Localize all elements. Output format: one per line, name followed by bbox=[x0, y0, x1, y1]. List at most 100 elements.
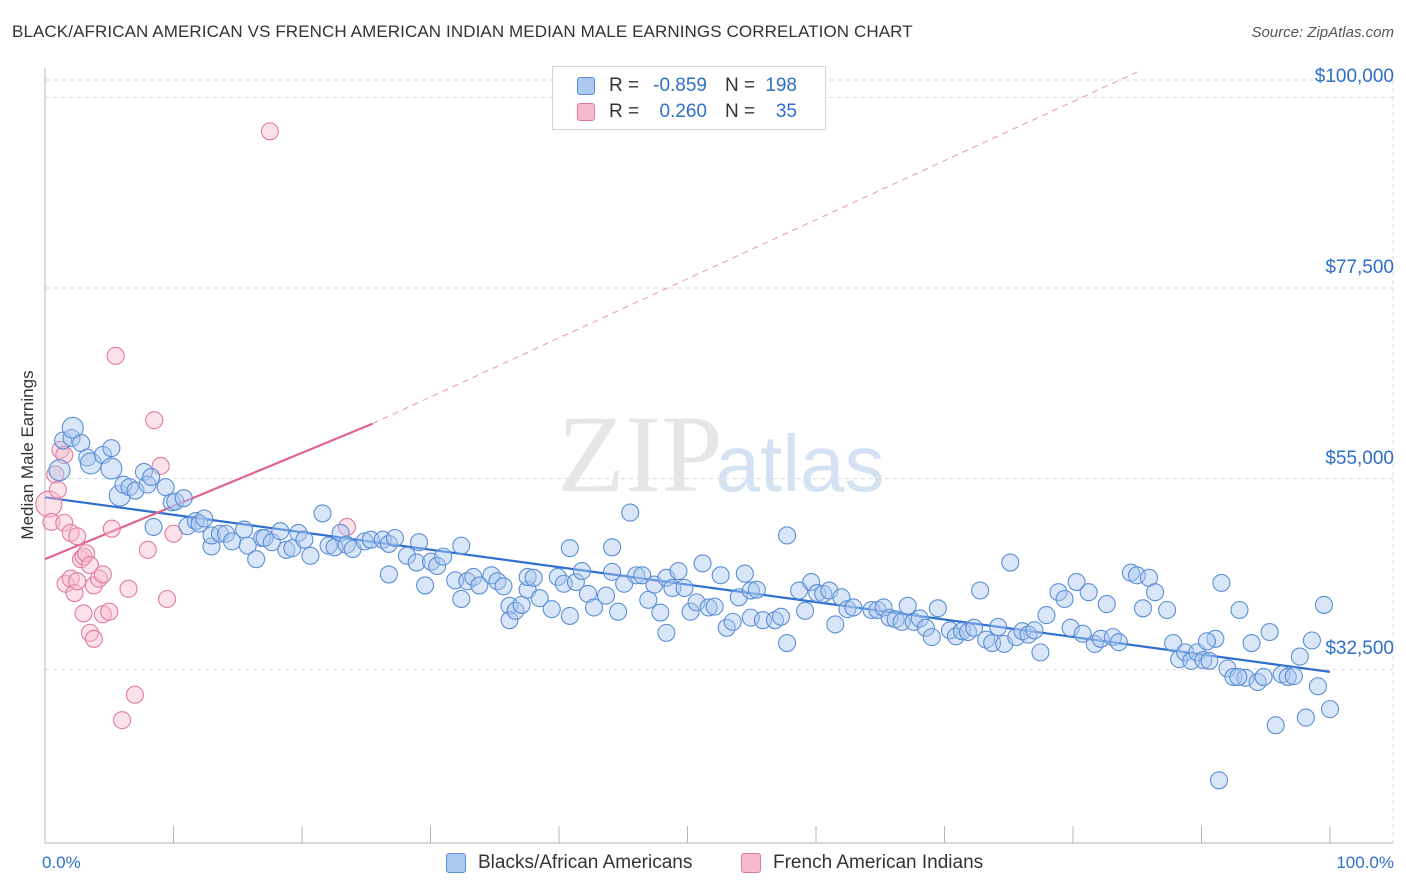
data-point-blacks bbox=[494, 577, 513, 596]
data-point-blacks bbox=[771, 607, 791, 626]
data-point-blacks bbox=[603, 562, 622, 581]
data-point-blacks bbox=[313, 504, 332, 523]
data-point-blacks bbox=[144, 517, 163, 537]
data-point-blacks bbox=[331, 523, 350, 542]
data-point-blacks bbox=[1067, 572, 1086, 592]
data-point-french bbox=[138, 540, 157, 559]
data-point-blacks bbox=[952, 622, 972, 641]
series-legend: Blacks/African Americans French American… bbox=[0, 852, 1406, 876]
data-point-blacks bbox=[524, 568, 543, 587]
data-point-blacks bbox=[1209, 771, 1229, 790]
data-point-blacks bbox=[603, 538, 622, 557]
data-point-blacks bbox=[301, 546, 320, 565]
data-point-blacks bbox=[832, 588, 851, 607]
data-point-blacks bbox=[572, 561, 591, 581]
zipatlas-watermark: ZIP atlas bbox=[558, 393, 885, 515]
legend-r-value: -0.859 bbox=[653, 75, 707, 96]
watermark-atlas: atlas bbox=[716, 419, 885, 508]
data-point-blacks bbox=[238, 536, 257, 555]
data-point-blacks bbox=[802, 572, 821, 592]
data-point-blacks bbox=[319, 536, 338, 555]
x-tick-label-min: 0.0% bbox=[42, 853, 81, 872]
data-point-french bbox=[74, 604, 93, 623]
data-point-blacks bbox=[1001, 553, 1020, 572]
data-point-blacks bbox=[407, 553, 426, 572]
data-point-blacks bbox=[1103, 628, 1122, 647]
data-point-blacks bbox=[669, 561, 688, 581]
data-point-blacks bbox=[609, 602, 628, 621]
data-point-blacks bbox=[560, 606, 579, 625]
legend-r-label: R = bbox=[609, 101, 640, 122]
data-point-blacks bbox=[100, 457, 123, 480]
data-point-french bbox=[80, 556, 100, 575]
data-point-blacks bbox=[277, 540, 296, 559]
series-legend-item-french: French American Indians bbox=[741, 852, 983, 874]
data-point-blacks bbox=[566, 572, 585, 592]
data-point-french bbox=[77, 544, 96, 563]
data-point-blacks bbox=[693, 554, 712, 573]
y-tick-label: $100,000 bbox=[1314, 66, 1394, 88]
data-point-blacks bbox=[1242, 633, 1261, 653]
data-point-blacks bbox=[518, 567, 537, 587]
x-tick-label-max: 100.0% bbox=[1336, 853, 1394, 872]
data-point-blacks bbox=[1296, 708, 1315, 727]
data-point-blacks bbox=[705, 597, 724, 616]
data-point-blacks bbox=[120, 478, 139, 497]
data-point-blacks bbox=[723, 612, 742, 631]
data-point-blacks bbox=[928, 599, 947, 618]
data-point-french bbox=[46, 465, 65, 484]
data-point-french bbox=[48, 480, 67, 499]
data-point-blacks bbox=[627, 566, 646, 585]
data-point-french bbox=[158, 589, 177, 609]
data-point-blacks bbox=[548, 567, 567, 587]
legend-r-label: R = bbox=[609, 75, 640, 96]
data-point-blacks bbox=[1164, 633, 1183, 653]
data-point-blacks bbox=[102, 439, 121, 458]
data-point-blacks bbox=[512, 595, 531, 614]
data-point-blacks bbox=[1302, 631, 1321, 650]
data-point-blacks bbox=[777, 526, 797, 545]
data-point-french bbox=[145, 411, 164, 430]
legend-row-blacks: R = -0.859 N = 198 bbox=[577, 74, 797, 98]
correlation-legend: R = -0.859 N = 198 R = 0.260 N = 35 bbox=[552, 66, 826, 130]
trend-line-blacks bbox=[44, 496, 1331, 673]
legend-r-value: 0.260 bbox=[659, 101, 707, 122]
data-point-french bbox=[102, 519, 121, 538]
data-point-blacks bbox=[385, 528, 404, 548]
data-point-blacks bbox=[397, 546, 417, 565]
data-point-blacks bbox=[1248, 672, 1267, 692]
data-point-blacks bbox=[898, 596, 917, 615]
data-point-blacks bbox=[1320, 700, 1340, 719]
data-point-blacks bbox=[1133, 599, 1153, 618]
axes bbox=[44, 68, 1393, 844]
y-tick-label: $55,000 bbox=[1325, 447, 1394, 469]
data-point-french bbox=[68, 572, 87, 591]
data-point-blacks bbox=[765, 611, 785, 630]
data-point-blacks bbox=[1200, 651, 1219, 670]
trend-line-french-extension bbox=[372, 71, 1138, 425]
data-point-blacks bbox=[681, 602, 700, 621]
data-point-blacks bbox=[1049, 583, 1068, 602]
y-tick-label: $77,500 bbox=[1325, 257, 1394, 279]
data-point-blacks bbox=[271, 522, 290, 541]
data-point-blacks bbox=[1266, 716, 1285, 735]
data-point-blacks bbox=[452, 589, 471, 609]
data-point-blacks bbox=[488, 572, 507, 591]
data-point-blacks bbox=[409, 533, 429, 552]
data-point-blacks bbox=[657, 623, 676, 642]
trend-lines bbox=[44, 71, 1331, 673]
data-point-blacks bbox=[1025, 621, 1044, 640]
data-point-french bbox=[71, 550, 91, 569]
data-point-blacks bbox=[289, 523, 308, 542]
series-legend-label: Blacks/African Americans bbox=[478, 852, 693, 873]
data-point-blacks bbox=[1314, 595, 1334, 614]
data-point-blacks bbox=[500, 611, 519, 630]
chart-title: BLACK/AFRICAN AMERICAN VS FRENCH AMERICA… bbox=[12, 22, 913, 41]
data-point-blacks bbox=[971, 581, 990, 600]
data-point-blacks bbox=[1031, 643, 1050, 662]
data-point-french bbox=[84, 629, 103, 648]
series-legend-swatch-blue bbox=[446, 853, 466, 873]
data-point-blacks bbox=[1284, 667, 1303, 686]
data-point-blacks bbox=[741, 581, 760, 600]
data-point-blacks bbox=[1097, 595, 1116, 614]
